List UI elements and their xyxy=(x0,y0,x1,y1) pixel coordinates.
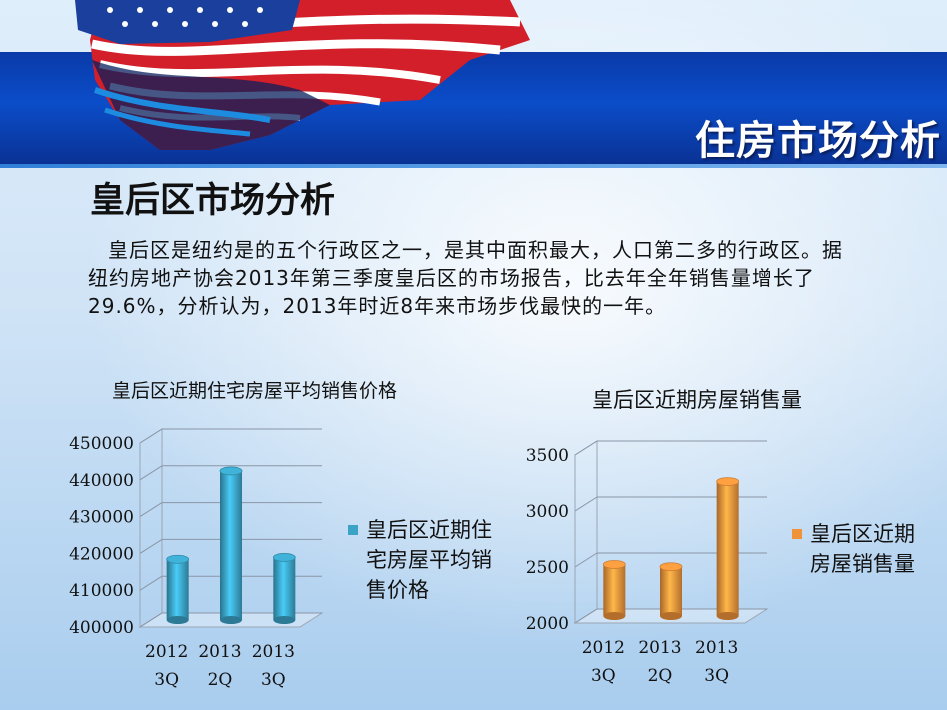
legend-label: 售价格 xyxy=(366,578,429,602)
section-body-text: 皇后区是纽约是的五个行政区之一，是其中面积最大，人口第二多的行政区。据纽约房地产… xyxy=(88,238,843,318)
x-tick-label: 3Q xyxy=(591,666,616,686)
gridline xyxy=(139,612,163,628)
bar-top xyxy=(602,560,626,569)
x-tick-label: 3Q xyxy=(154,670,179,690)
bar xyxy=(166,554,190,624)
y-tick-label: 440000 xyxy=(69,471,134,491)
bar-top xyxy=(716,477,740,486)
bar xyxy=(272,553,296,624)
legend-label: 皇后区近期 xyxy=(810,522,915,546)
x-tick-label: 3Q xyxy=(704,666,729,686)
gridline xyxy=(574,440,598,456)
bar xyxy=(219,466,243,624)
x-tick-label: 2013 xyxy=(252,642,295,662)
gridline xyxy=(139,502,163,518)
bar-base xyxy=(166,616,189,624)
legend-label: 皇后区近期住 xyxy=(366,518,492,542)
gridline xyxy=(574,608,598,624)
y-tick-label: 410000 xyxy=(69,581,134,601)
x-tick-label: 2Q xyxy=(648,666,673,686)
bar-body xyxy=(273,557,296,620)
sales-chart: 2000 2500 3000 3500 2012 3Q 2013 2Q 2013 3Q 皇后区近期房… xyxy=(526,440,915,686)
bar-top xyxy=(659,562,683,572)
bar xyxy=(716,477,740,620)
x-tick-label: 3Q xyxy=(261,670,286,690)
x-tick-label: 2013 xyxy=(638,638,681,658)
legend-label: 房屋销售量 xyxy=(810,552,915,576)
y-tick-label: 3000 xyxy=(526,502,569,522)
gridline xyxy=(574,496,598,512)
bar-body xyxy=(603,564,626,616)
gridline xyxy=(139,575,163,591)
y-tick-label: 420000 xyxy=(69,544,134,564)
bar-base xyxy=(273,616,296,624)
gridline xyxy=(139,465,163,481)
flag-map-graphic xyxy=(75,0,530,150)
gridline xyxy=(139,538,163,554)
legend-label: 宅房屋平均销 xyxy=(366,548,492,572)
y-tick-label: 400000 xyxy=(69,618,134,638)
header-divider xyxy=(0,164,947,168)
sales-chart-title: 皇后区近期房屋销售量 xyxy=(592,388,802,412)
y-tick-label: 2000 xyxy=(526,614,569,634)
bar-top xyxy=(272,553,296,562)
bar xyxy=(659,562,683,620)
bar-base xyxy=(603,612,626,620)
y-tick-label: 3500 xyxy=(526,446,569,466)
y-tick-label: 430000 xyxy=(69,508,134,528)
price-chart-title: 皇后区近期住宅房屋平均销售价格 xyxy=(112,380,398,402)
bar-base xyxy=(660,612,682,620)
x-tick-label: 2012 xyxy=(145,642,188,662)
section-title: 皇后区市场分析 xyxy=(90,181,336,221)
bar-body xyxy=(716,481,739,616)
page-title: 住房市场分析 xyxy=(695,118,941,164)
y-tick-label: 2500 xyxy=(526,558,569,578)
legend-swatch xyxy=(348,525,358,535)
bar-base xyxy=(220,616,242,624)
plot-side-wall xyxy=(139,428,163,628)
price-chart: 400000 410000 420000 430000 440000 450000 2012… xyxy=(69,428,492,690)
bar-top xyxy=(166,554,190,564)
x-tick-label: 2Q xyxy=(208,670,233,690)
x-tick-label: 2013 xyxy=(198,642,241,662)
bar-top xyxy=(219,466,243,476)
x-tick-label: 2013 xyxy=(695,638,738,658)
bar-base xyxy=(716,612,739,620)
gridline xyxy=(139,428,163,444)
bar-body xyxy=(166,559,189,620)
plot-side-wall xyxy=(574,440,598,624)
bar-body xyxy=(220,470,242,620)
x-tick-label: 2012 xyxy=(582,638,625,658)
y-tick-label: 450000 xyxy=(69,434,134,454)
gridline xyxy=(574,552,598,568)
legend-swatch xyxy=(792,529,802,539)
bar xyxy=(602,560,626,620)
bar-body xyxy=(660,566,682,616)
